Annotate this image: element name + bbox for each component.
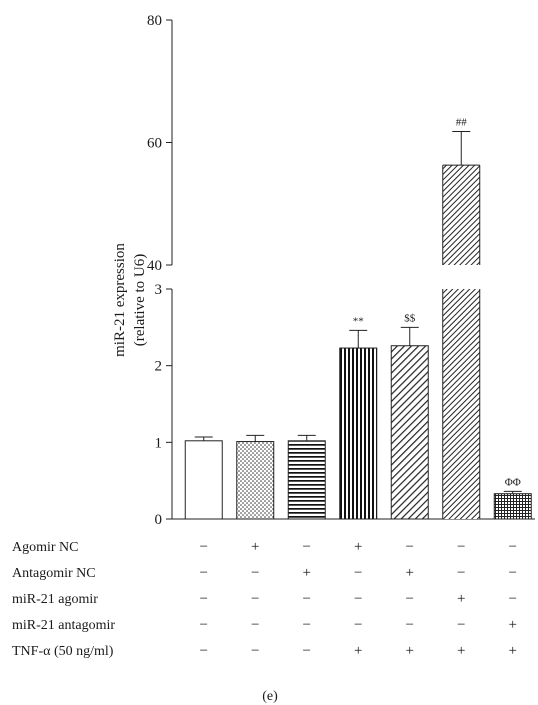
condition-sign: − [200, 591, 208, 607]
y-tick-label: 40 [147, 258, 162, 274]
condition-sign: − [406, 617, 414, 633]
significance-label: ΦΦ [505, 476, 521, 488]
bar [390, 345, 429, 520]
condition-sign: − [303, 539, 311, 555]
bar-upper-segment [442, 165, 480, 265]
condition-sign: + [354, 539, 362, 555]
condition-label: miR-21 agomir [12, 592, 98, 607]
condition-sign: − [406, 539, 414, 555]
bar [236, 441, 275, 520]
condition-sign: − [303, 617, 311, 633]
condition-sign: − [509, 591, 517, 607]
significance-label: ** [353, 315, 364, 327]
panel-label: (e) [262, 689, 278, 704]
condition-sign: + [457, 643, 465, 659]
condition-sign: − [251, 617, 259, 633]
condition-sign: + [509, 643, 517, 659]
condition-sign: − [251, 565, 259, 581]
bar [339, 347, 378, 520]
condition-sign: − [509, 565, 517, 581]
condition-sign: + [406, 643, 414, 659]
bar [493, 493, 532, 520]
condition-sign: − [354, 565, 362, 581]
bars [184, 130, 532, 520]
condition-sign: − [200, 539, 208, 555]
condition-sign: − [457, 565, 465, 581]
bar-lower-segment [442, 289, 480, 519]
condition-sign: − [509, 539, 517, 555]
significance-label: $$ [404, 312, 416, 324]
condition-sign: + [457, 591, 465, 607]
significance-annotations: ** $$ ## ΦΦ [353, 116, 521, 488]
y-axis-label-line1: miR-21 expression [112, 243, 128, 357]
condition-label: Antagomir NC [12, 566, 96, 581]
condition-sign: + [509, 617, 517, 633]
condition-sign: + [303, 565, 311, 581]
condition-sign: − [251, 643, 259, 659]
condition-sign: − [303, 591, 311, 607]
condition-label: TNF-α (50 ng/ml) [12, 644, 114, 659]
condition-label: miR-21 antagomir [12, 618, 115, 633]
y-tick-label: 1 [155, 435, 163, 451]
y-tick-label: 0 [155, 512, 163, 528]
condition-sign: − [457, 617, 465, 633]
condition-sign: − [200, 565, 208, 581]
condition-sign: − [200, 643, 208, 659]
y-tick-label: 3 [155, 282, 163, 298]
bar [184, 440, 223, 520]
condition-sign: − [200, 617, 208, 633]
condition-sign: + [251, 539, 259, 555]
y-tick-label: 80 [147, 13, 162, 29]
bar [287, 440, 326, 520]
condition-sign: + [406, 565, 414, 581]
condition-sign: − [303, 643, 311, 659]
condition-sign: − [354, 591, 362, 607]
condition-sign: − [406, 591, 414, 607]
condition-table: Agomir NC − + − + − − − Antagomir NC − − + − + − − miR-2… [12, 539, 517, 659]
condition-sign: − [354, 617, 362, 633]
condition-sign: − [457, 539, 465, 555]
condition-label: Agomir NC [12, 540, 79, 555]
y-tick-label: 2 [155, 359, 163, 375]
y-tick-label: 60 [147, 136, 162, 152]
significance-label: ## [456, 116, 468, 128]
condition-sign: + [354, 643, 362, 659]
y-axis-label-line2: (relative to U6) [132, 254, 148, 346]
condition-sign: − [251, 591, 259, 607]
